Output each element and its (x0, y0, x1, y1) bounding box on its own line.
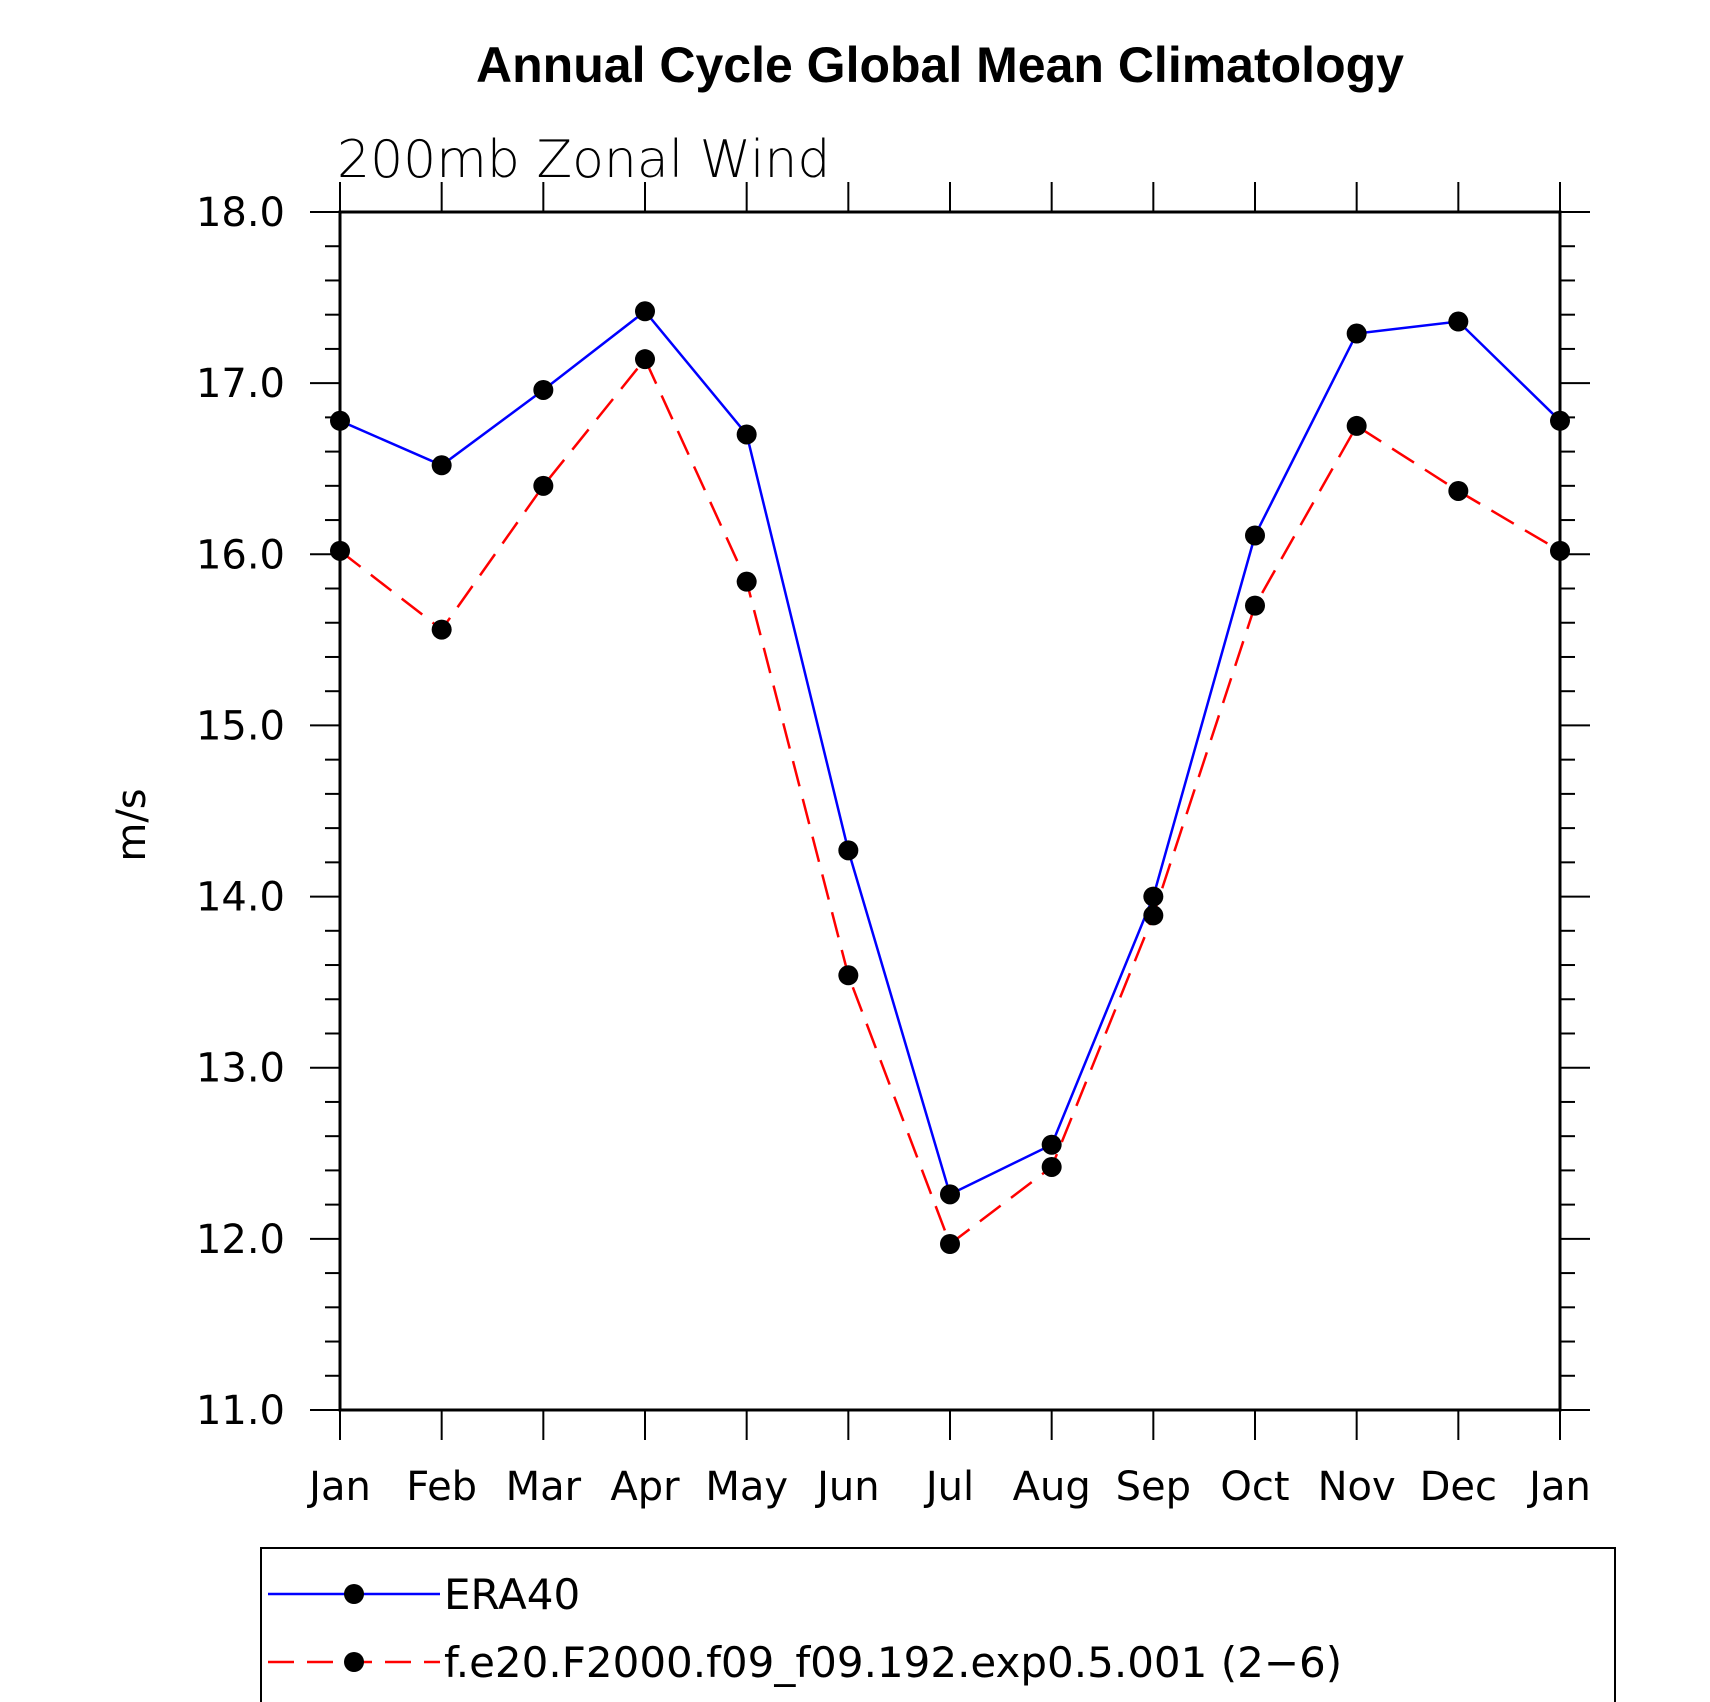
data-point (1245, 525, 1265, 546)
x-tick-label: Jan (1526, 1464, 1591, 1510)
data-point (838, 840, 859, 861)
x-tick-label: Oct (1220, 1464, 1289, 1510)
legend-box (260, 1547, 1616, 1702)
y-tick-label: 14.0 (196, 875, 285, 921)
data-point (1041, 1134, 1062, 1155)
data-point (1448, 311, 1469, 332)
data-point (1346, 323, 1367, 344)
x-axis: Jan Feb Mar Apr May Jun Jul Aug Sep Oct Nov Dec Jan (306, 182, 1591, 1510)
y-tick-label: 13.0 (196, 1046, 285, 1092)
y-axis: 11.0 12.0 13.0 14.0 15.0 16.0 17.0 18.0 (196, 190, 1590, 1434)
x-tick-label: Dec (1420, 1464, 1497, 1510)
y-tick-label: 16.0 (196, 532, 285, 578)
data-point (431, 619, 452, 640)
y-tick-label: 18.0 (196, 190, 285, 236)
series-line (339, 309, 1561, 1197)
data-point (533, 379, 554, 400)
data-point (431, 455, 452, 476)
data-point (1041, 1156, 1062, 1177)
y-tick-label: 11.0 (196, 1388, 285, 1434)
x-tick-label: Jul (923, 1464, 974, 1510)
y-tick-label: 12.0 (196, 1217, 285, 1263)
plot-border (338, 210, 1562, 1412)
legend-label: ERA40 (444, 1570, 580, 1619)
y-tick-label: 15.0 (196, 703, 285, 749)
series-layer (330, 301, 1570, 1254)
y-tick-label: 17.0 (196, 361, 285, 407)
data-point (635, 301, 655, 322)
chart-title: Annual Cycle Global Mean Climatology (476, 37, 1404, 93)
x-tick-label: Jun (814, 1464, 880, 1510)
legend-label: f.e20.F2000.f09_f09.192.exp0.5.001 (2−6) (444, 1638, 1342, 1687)
x-tick-label: Mar (506, 1464, 582, 1510)
x-tick-label: Aug (1013, 1464, 1091, 1510)
data-point (1448, 480, 1469, 501)
legend-swatch-marker (344, 1652, 364, 1672)
data-point (940, 1184, 960, 1205)
data-point (635, 349, 655, 370)
chart-subtitle: 200mb Zonal Wind (337, 130, 830, 190)
legend-swatch-marker (344, 1584, 364, 1604)
data-point (1550, 540, 1570, 561)
y-axis-label: m/s (109, 788, 155, 861)
x-tick-label: Jan (306, 1464, 371, 1510)
data-point (736, 571, 757, 592)
data-point (940, 1233, 960, 1254)
data-point (1143, 905, 1164, 926)
data-point (330, 410, 350, 431)
data-point (533, 475, 554, 496)
data-point (1346, 415, 1367, 436)
legend-entries: ERA40 f.e20.F2000.f09_f09.192.exp0.5.001 … (268, 1570, 1342, 1687)
data-point (330, 540, 350, 561)
data-point (1245, 595, 1265, 616)
x-tick-label: Sep (1116, 1464, 1191, 1510)
data-point (1143, 886, 1164, 907)
data-point (1550, 410, 1570, 431)
legend: ERA40 f.e20.F2000.f09_f09.192.exp0.5.001 … (260, 1547, 1616, 1702)
x-tick-label: Nov (1318, 1464, 1396, 1510)
x-tick-label: Feb (406, 1464, 477, 1510)
series-line (339, 356, 1561, 1247)
x-tick-label: Apr (610, 1464, 680, 1510)
plot-frame (338, 210, 1562, 1412)
data-point (736, 424, 757, 445)
data-point (838, 965, 859, 986)
x-tick-label: May (705, 1464, 788, 1510)
